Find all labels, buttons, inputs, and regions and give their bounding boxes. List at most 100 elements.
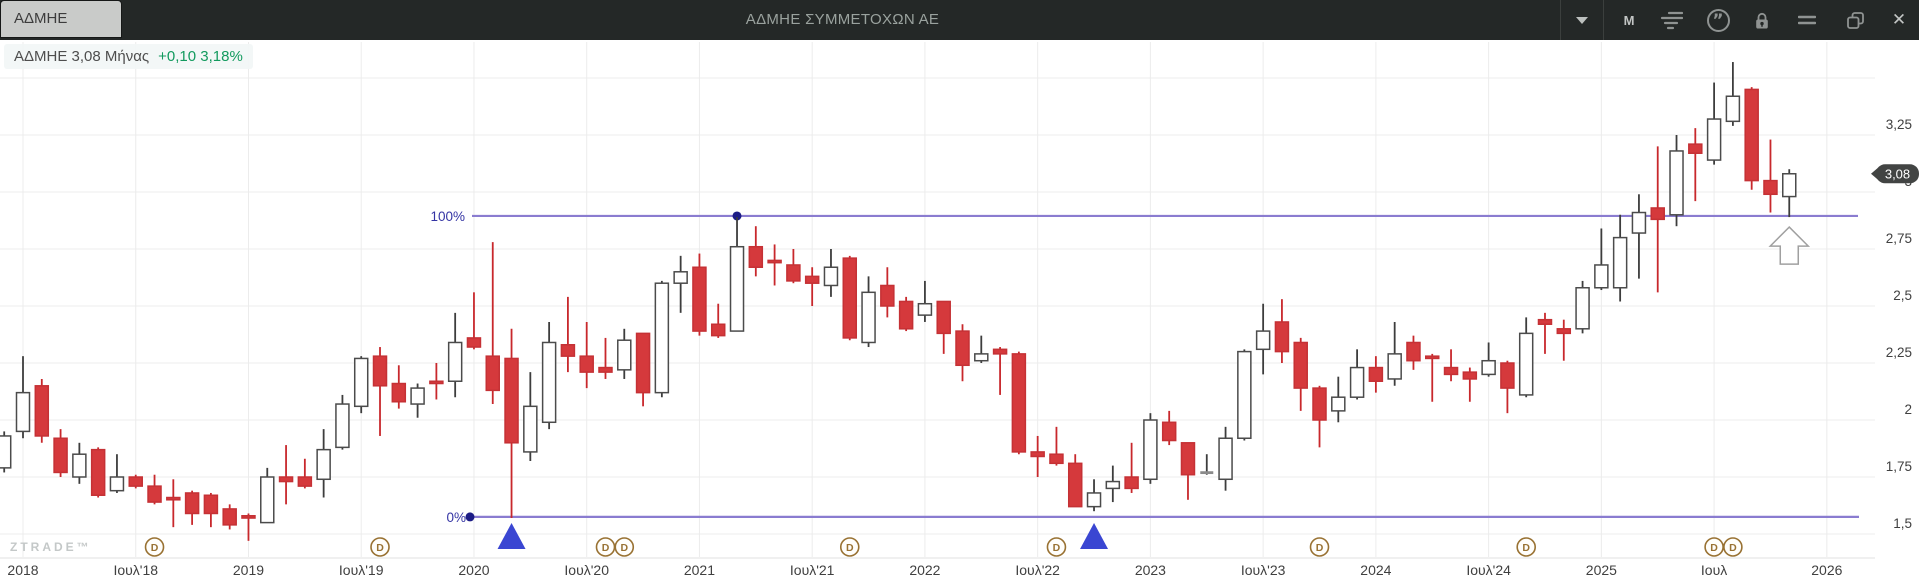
fib-anchor-dot[interactable] [465, 512, 475, 522]
candle-body [1086, 492, 1102, 508]
candle-body [955, 330, 970, 367]
windows-button[interactable] [1843, 0, 1867, 40]
candle-body [1518, 332, 1534, 396]
dividend-letter: D [1316, 542, 1324, 554]
candle-body [541, 341, 557, 424]
candle-body [0, 435, 12, 469]
dividend-circle[interactable] [144, 537, 165, 557]
candle-body [729, 245, 745, 332]
y-axis-label: 2,5 [1893, 288, 1912, 303]
fib-retracement[interactable]: 100% 0% [430, 209, 1859, 525]
candles [0, 62, 1797, 541]
x-axis-label: 2025 [1586, 562, 1617, 578]
candle-body [1218, 437, 1233, 481]
symbol-summary: ΑΔΜΗΕ 3,08 Μήνας [14, 48, 150, 65]
candle-body [1030, 451, 1045, 458]
candle-body [560, 344, 576, 357]
dividend-letter: D [1710, 542, 1718, 554]
candle-body [1180, 442, 1196, 476]
dividend-circle[interactable] [614, 537, 635, 557]
candle-body [166, 496, 181, 501]
dividend-letter: D [1522, 542, 1530, 554]
y-axis-label: 2,25 [1886, 345, 1912, 360]
triangle-up-marker[interactable] [1080, 523, 1109, 549]
quotes-icon: ” [1706, 8, 1730, 32]
candle-body [504, 357, 519, 444]
candle-body [1688, 143, 1703, 154]
candle-body [1763, 179, 1778, 196]
dividend-circle[interactable] [839, 537, 860, 557]
candle-body [109, 476, 125, 492]
dividend-circle[interactable] [370, 537, 390, 557]
gridlines [0, 42, 1875, 559]
chart-legend[interactable]: ΑΔΜΗΕ 3,08 Μήνας +0,10 3,18% [4, 44, 253, 69]
candle-body [1387, 353, 1402, 380]
symbol-tab[interactable]: ΑΔΜΗΕ [0, 0, 122, 38]
close-button[interactable]: ✕ [1887, 0, 1911, 40]
candle-body [1161, 421, 1177, 442]
candle-body [391, 382, 407, 403]
candle-body [1725, 95, 1741, 123]
y-axis-label: 2,75 [1886, 231, 1912, 246]
candle-doji [1200, 471, 1214, 475]
candle-body [1425, 355, 1440, 360]
candle-body [1782, 173, 1797, 198]
candle-body [598, 366, 613, 373]
candle-body [260, 476, 275, 524]
x-axis-label: 2018 [7, 562, 38, 578]
candle-body [692, 266, 707, 332]
candle-body [880, 284, 895, 307]
x-axis-label: 2019 [233, 562, 264, 578]
candle-body [1124, 476, 1139, 490]
candle-body [710, 323, 726, 337]
dividend-circle[interactable] [1723, 537, 1743, 557]
dividend-circle[interactable] [1516, 537, 1536, 557]
x-axis-label: Ιουλ'21 [790, 562, 835, 578]
y-axis-label: 3,25 [1886, 117, 1912, 132]
candle-body [1368, 366, 1384, 382]
candle-body [278, 476, 294, 483]
candle-body [1406, 341, 1421, 362]
timeframe-button[interactable]: M [1623, 12, 1635, 28]
candle-body [222, 508, 237, 526]
menu-button[interactable] [1795, 0, 1819, 40]
symbol-dropdown-button[interactable] [1560, 0, 1604, 40]
quotes-button[interactable]: ” [1706, 0, 1730, 40]
up-arrow-annotation[interactable] [1768, 226, 1811, 265]
triangle-up-marker[interactable] [497, 523, 526, 549]
dividend-circle[interactable] [1309, 537, 1330, 557]
candle-body [297, 476, 313, 487]
candle-body [804, 275, 820, 284]
candle-body [579, 355, 594, 373]
chevron-down-icon [1576, 16, 1588, 24]
indicators-icon [1660, 11, 1683, 30]
candle-body [992, 348, 1008, 355]
menu-icon [1798, 15, 1816, 25]
candle-body [429, 380, 444, 385]
candle-body [1331, 396, 1346, 412]
candle-body [823, 266, 839, 287]
fib-label: 0% [446, 510, 466, 525]
last-price-badge: 3,08 [1871, 164, 1919, 184]
dividend-circle[interactable] [1046, 537, 1067, 557]
candle-body [1443, 366, 1459, 376]
dividend-letter: D [1053, 542, 1061, 554]
windows-icon [1846, 11, 1864, 29]
last-price-text: 3,08 [1885, 166, 1910, 181]
candle-body [1594, 264, 1609, 289]
candle-body [1067, 462, 1083, 508]
event-triangle-markers[interactable] [497, 523, 1109, 549]
lock-button[interactable] [1750, 0, 1774, 40]
candle-body [673, 271, 688, 284]
x-axis-label: 2023 [1135, 562, 1166, 578]
candle-body [1631, 211, 1647, 234]
indicators-button[interactable] [1659, 0, 1683, 40]
fib-anchor-dot[interactable] [732, 211, 742, 221]
candle-body [128, 476, 143, 487]
lock-icon [1756, 12, 1768, 28]
y-axis-label: 1,5 [1893, 516, 1912, 531]
candle-body [1500, 362, 1515, 389]
